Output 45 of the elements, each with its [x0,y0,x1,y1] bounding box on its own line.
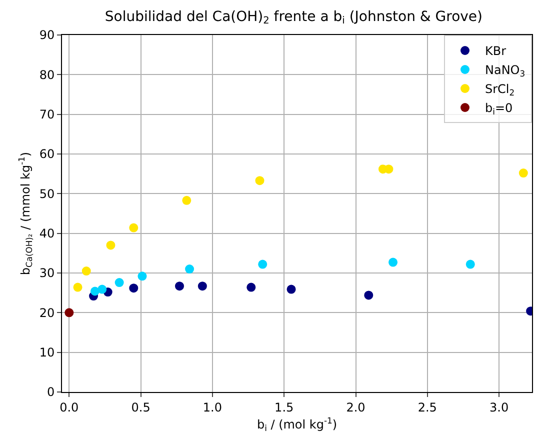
point [129,284,138,293]
y-tick-label: 60 [39,147,55,162]
y-tick-label: 80 [39,68,55,82]
point [286,284,296,294]
point [255,176,264,186]
x-tick-label: 3.0 [489,400,509,414]
point [129,223,138,232]
y-tick-label: 0 [46,385,55,400]
point [106,240,116,250]
point [182,196,192,205]
y-tick-label: 10 [39,346,55,360]
legend-label: SrCl$_{2}$ [485,82,515,98]
point [73,282,82,292]
x-tick-label: 1.5 [274,400,294,414]
point [388,258,398,267]
x-tick-label: 1.0 [202,400,222,414]
point [518,168,528,178]
x-tick-label: 2.5 [418,400,437,414]
chart-title: Solubilidad del Ca(OH)$_{2}$ frente a b$_{i}$ (Johnston & Grove) [104,8,483,27]
legend-label: KBr [485,44,506,58]
x-tick-label: 2.0 [346,400,366,414]
point [246,282,256,292]
legend-label: b$_{i}$=0 [485,101,513,117]
point [258,260,268,269]
x-tick-label: 0.5 [131,400,150,414]
point [138,272,147,281]
x-axis-title: b$_{i}$ / (mol kg$^{-1}$) [256,415,338,433]
point [198,282,207,291]
point [364,290,374,300]
point [185,264,194,274]
point [90,286,100,296]
y-tick-label: 20 [39,306,55,320]
y-tick-label: 40 [39,226,55,241]
point [114,278,124,288]
point [82,266,91,276]
point [64,308,74,318]
x-tick-label: 0.0 [60,400,79,414]
point [175,282,184,291]
y-tick-label: 30 [39,266,55,280]
point [98,284,107,294]
point [466,260,475,269]
y-tick-label: 90 [39,28,55,42]
y-tick-label: 50 [39,186,55,201]
y-tick-label: 70 [39,108,55,122]
legend-label: NaNO$_{3}$ [485,63,526,79]
